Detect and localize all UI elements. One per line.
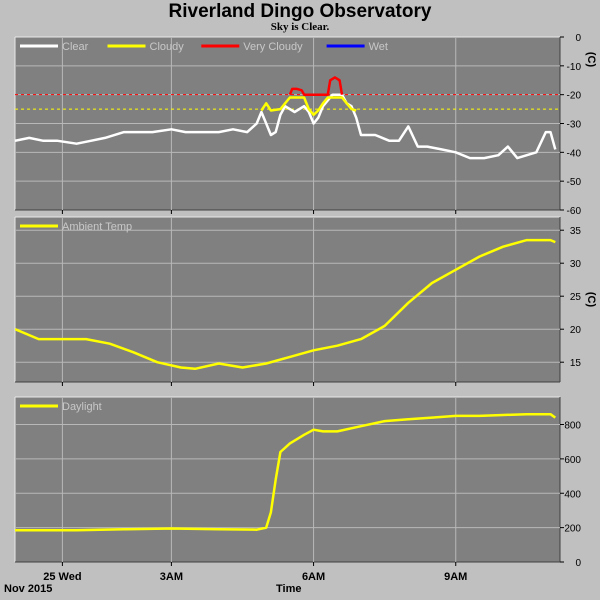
x-axis-title: Time bbox=[276, 583, 302, 595]
x-tick-label: 3AM bbox=[160, 571, 183, 583]
daylight-legend-label: Daylight bbox=[62, 401, 102, 413]
daylight-panel: 0 200 400 600 800 Daylight bbox=[14, 396, 581, 569]
sky-temp-ytick-label: 0 bbox=[575, 33, 581, 44]
sky-temp-legend-label: Wet bbox=[369, 41, 388, 53]
ambient-temp-ytick-label: 15 bbox=[570, 358, 582, 369]
daylight-ytick-label: 600 bbox=[564, 455, 581, 466]
daylight-plot-area bbox=[15, 397, 560, 562]
sky-temp-legend-label: Very Cloudy bbox=[243, 41, 303, 53]
sky-temp-legend-label: Clear bbox=[62, 41, 89, 53]
sky-temp-ytick-label: -60 bbox=[567, 206, 582, 217]
x-tick-label: 9AM bbox=[444, 571, 467, 583]
sky-temp-ytick-label: -30 bbox=[567, 120, 582, 131]
sky-temp-series-cloudy bbox=[260, 96, 357, 117]
daylight-ytick-label: 200 bbox=[564, 524, 581, 535]
x-tick-label: 25 Wed bbox=[43, 571, 81, 583]
sky-temp-series-very-cloudy bbox=[288, 76, 344, 96]
ambient-temp-panel: 15 20 25 30 35 (C) Ambient Temp bbox=[14, 216, 597, 386]
ambient-temp-ytick-label: 20 bbox=[570, 325, 582, 336]
ambient-temp-ytick-label: 30 bbox=[570, 259, 582, 270]
sky-status: Sky is Clear. bbox=[270, 21, 330, 33]
ambient-temp-legend-label: Ambient Temp bbox=[62, 221, 132, 233]
sky-temp-ylabel: (C) bbox=[585, 52, 597, 68]
sky-temp-ytick-label: -50 bbox=[567, 177, 582, 188]
daylight-ytick-label: 400 bbox=[564, 489, 581, 500]
sky-temp-series-clear bbox=[15, 93, 557, 160]
ambient-temp-ylabel: (C) bbox=[585, 292, 597, 308]
daylight-ytick-label: 800 bbox=[564, 421, 581, 432]
ambient-temp-series-ambient-temp bbox=[15, 238, 556, 371]
sky-temp-legend-label: Cloudy bbox=[150, 41, 185, 53]
sky-temp-panel: 0 -10 -20 -30 -40 -50 -60 (C) Clear Cloudy Very Cl… bbox=[14, 33, 597, 217]
sky-temp-ytick-label: -40 bbox=[567, 148, 582, 159]
date-label: Nov 2015 bbox=[4, 583, 53, 595]
daylight-series-daylight bbox=[15, 412, 557, 532]
ambient-temp-ytick-label: 25 bbox=[570, 292, 582, 303]
page-title: Riverland Dingo Observatory bbox=[168, 1, 432, 22]
ambient-temp-plot-area bbox=[15, 217, 560, 382]
x-tick-label: 6AM bbox=[302, 571, 325, 583]
daylight-ytick-label: 0 bbox=[575, 558, 581, 569]
sky-temp-ytick-label: -20 bbox=[567, 91, 582, 102]
sky-temp-ytick-label: -10 bbox=[567, 62, 582, 73]
ambient-temp-ytick-label: 35 bbox=[570, 226, 582, 237]
